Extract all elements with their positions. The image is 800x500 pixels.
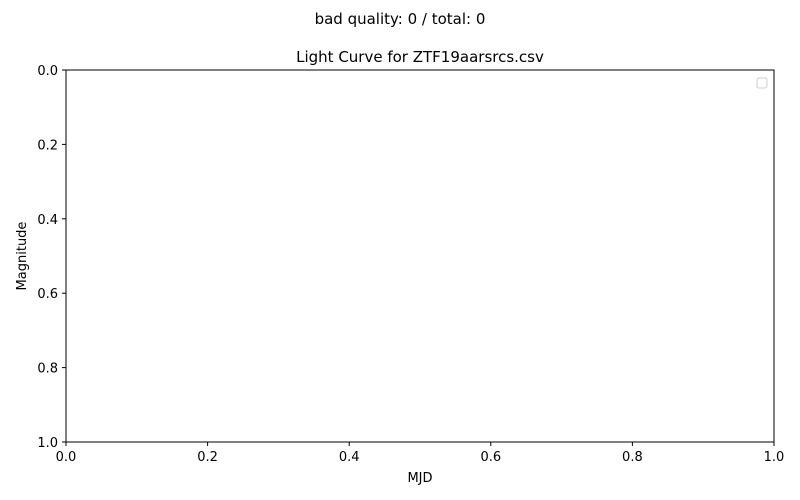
figure-suptitle: bad quality: 0 / total: 0 xyxy=(315,10,486,28)
x-tick-label: 0.4 xyxy=(339,450,360,465)
y-tick-label: 0.8 xyxy=(37,362,58,377)
x-tick-label: 0.0 xyxy=(56,450,77,465)
axes-background xyxy=(66,70,774,442)
y-tick-label: 0.0 xyxy=(37,64,58,79)
plot-area: 0.0 0.2 0.4 0.6 0.8 1.0 0.0 0.2 0.4 0.6 0.8 1.0 xyxy=(37,64,784,465)
legend-box xyxy=(756,77,768,89)
y-tick-label: 0.2 xyxy=(37,138,58,153)
x-tick-label: 0.8 xyxy=(622,450,643,465)
x-axis-ticks: 0.0 0.2 0.4 0.6 0.8 1.0 xyxy=(56,442,785,465)
x-axis-label: MJD xyxy=(407,471,432,486)
x-tick-label: 1.0 xyxy=(764,450,785,465)
x-tick-label: 0.2 xyxy=(197,450,218,465)
axes-frame xyxy=(65,69,775,443)
x-tick-label: 0.6 xyxy=(480,450,501,465)
y-axis-label: Magnitude xyxy=(15,222,30,291)
y-axis-ticks: 0.0 0.2 0.4 0.6 0.8 1.0 xyxy=(37,64,66,451)
y-tick-label: 0.6 xyxy=(37,287,58,302)
y-tick-label: 1.0 xyxy=(37,436,58,451)
y-tick-label: 0.4 xyxy=(37,213,58,228)
chart-title: Light Curve for ZTF19aarsrcs.csv xyxy=(296,48,544,66)
